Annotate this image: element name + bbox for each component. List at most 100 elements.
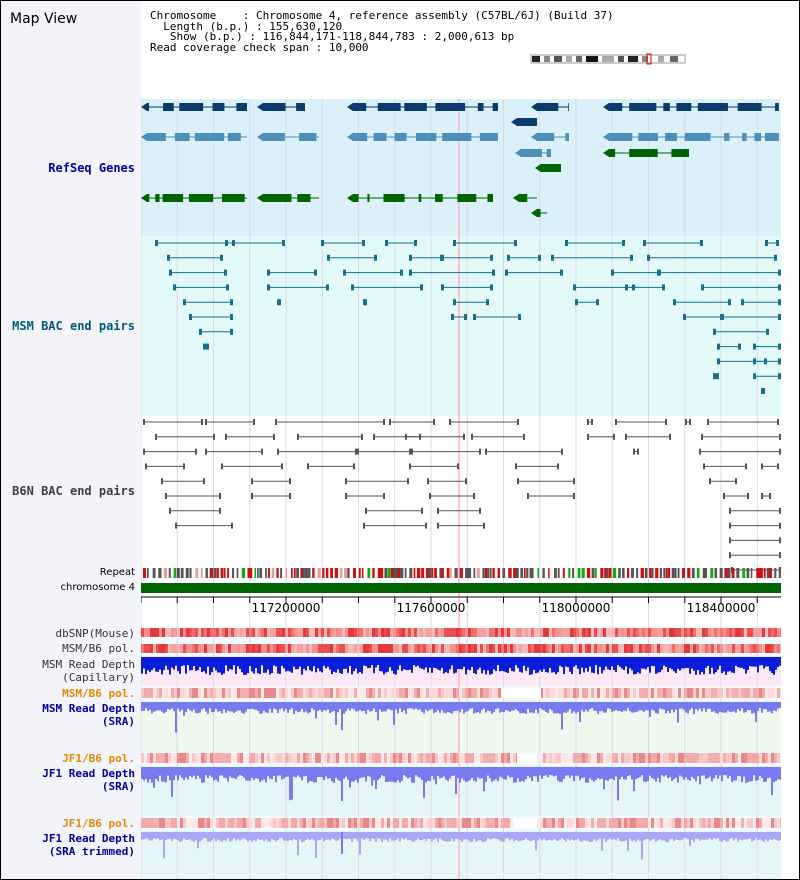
msm-bac-end: [596, 299, 599, 306]
dbsnp-band: [690, 628, 693, 637]
jf1-sra-depth-bar: [227, 767, 229, 782]
jf1-b6-pol-2-band: [369, 818, 372, 828]
jf1-sra-depth-bar: [417, 767, 419, 777]
jf1-trim-depth-bar: [309, 832, 311, 840]
b6n-bac-end: [729, 552, 731, 559]
msm-capillary-depth-bar: [371, 657, 373, 666]
msm-b6-pol-2-band: [165, 688, 168, 698]
jf1-sra-depth-bar: [249, 767, 251, 781]
jf1-b6-pol-2-band: [459, 818, 462, 828]
msm-capillary-depth-bar: [621, 657, 623, 669]
msm-sra-depth-bar: [693, 702, 695, 714]
msm-b6-pol-2-band: [255, 688, 258, 698]
jf1-trim-depth-bar: [163, 832, 165, 859]
msm-b6-pol-band: [507, 644, 510, 653]
jf1-b6-pol-band: [606, 753, 609, 763]
msm-sra-depth-bar: [153, 702, 155, 712]
msm-b6-pol-2-band: [420, 688, 423, 698]
msm-sra-depth-bar: [175, 702, 177, 733]
dbsnp-band: [582, 628, 585, 637]
jf1-b6-pol-2-band: [462, 818, 465, 828]
jf1-b6-pol-band: [141, 753, 144, 763]
jf1-trim-depth-bar: [681, 832, 683, 840]
jf1-trim-depth-bar: [261, 832, 263, 840]
jf1-trim-depth-bar: [717, 832, 719, 839]
msm-capillary-depth-bar: [547, 657, 549, 673]
track-label-b6n-bac: B6N BAC end pairs: [12, 484, 135, 498]
jf1-trim-depth-bar: [187, 832, 189, 840]
jf1-b6-pol-band: [651, 753, 654, 763]
msm-b6-pol-band: [753, 644, 756, 653]
b6n-bac-end: [407, 478, 409, 485]
msm-b6-pol-band: [549, 644, 552, 653]
jf1-trim-depth-bar: [465, 832, 467, 839]
msm-capillary-depth-bar: [199, 657, 201, 668]
msm-capillary-depth-bar: [607, 657, 609, 670]
msm-capillary-depth-bar: [609, 657, 611, 671]
jf1-sra-depth-bar: [363, 767, 365, 778]
dbsnp-band: [537, 628, 540, 637]
jf1-sra-depth-bar: [521, 767, 523, 781]
jf1-b6-pol-band: [192, 753, 195, 763]
msm-b6-pol-band: [207, 644, 210, 653]
msm-sra-depth-bar: [637, 702, 639, 712]
msm-b6-pol-2-band: [387, 688, 390, 698]
gap-band: [517, 753, 537, 763]
msm-capillary-depth-bar: [707, 657, 709, 666]
msm-b6-pol-band: [204, 644, 207, 653]
repeat-mark: [421, 568, 425, 578]
jf1-sra-depth-bar: [543, 767, 545, 776]
tracks-panel[interactable]: [141, 1, 781, 880]
jf1-trim-depth-bar: [571, 832, 573, 840]
jf1-b6-pol-band: [693, 753, 696, 763]
jf1-b6-pol-2-band: [552, 818, 555, 828]
msm-capillary-depth-bar: [711, 657, 713, 668]
msm-capillary-depth-bar: [159, 657, 161, 670]
dbsnp-band: [318, 628, 321, 637]
jf1-trim-depth-bar: [197, 832, 199, 849]
jf1-sra-depth-bar: [551, 767, 553, 776]
msm-bac-end: [673, 299, 676, 306]
msm-sra-depth-bar: [721, 702, 723, 713]
jf1-sra-depth-bar: [221, 767, 223, 776]
dbsnp-band: [687, 628, 690, 637]
msm-sra-depth-bar: [323, 702, 325, 711]
msm-b6-pol-2-band: [366, 688, 369, 698]
jf1-trim-depth-bar: [413, 832, 415, 842]
repeat-mark: [581, 568, 585, 578]
msm-capillary-depth-bar: [735, 657, 737, 666]
msm-sra-depth-bar: [501, 702, 503, 712]
msm-sra-depth-bar: [451, 702, 453, 714]
msm-capillary-depth-bar: [641, 657, 643, 669]
refseq-gene-exon: [546, 149, 551, 157]
jf1-trim-depth-bar: [765, 832, 767, 840]
msm-sra-depth-bar: [529, 702, 531, 713]
chromosome-value: : Chromosome 4, reference assembly (C57B…: [242, 9, 614, 22]
msm-sra-depth-bar: [385, 702, 387, 712]
msm-sra-depth-bar: [355, 702, 357, 712]
jf1-trim-depth-bar: [553, 832, 555, 840]
jf1-trim-depth-bar: [303, 832, 305, 842]
msm-sra-depth-bar: [273, 702, 275, 709]
repeat-mark: [750, 568, 753, 578]
jf1-sra-depth-bar: [409, 767, 411, 778]
jf1-sra-depth-bar: [403, 767, 405, 776]
jf1-sra-depth-bar: [733, 767, 735, 781]
msm-sra-depth-bar: [207, 702, 209, 714]
msm-b6-pol-2-band: [642, 688, 645, 698]
msm-sra-depth-bar: [141, 702, 143, 711]
msm-capillary-depth-bar: [617, 657, 619, 666]
msm-b6-pol-2-band: [447, 688, 450, 698]
dbsnp-band: [777, 628, 780, 637]
msm-capillary-depth-bar: [421, 657, 423, 669]
jf1-sra-depth-bar: [213, 767, 215, 781]
dbsnp-band: [207, 628, 210, 637]
chromosome-ideogram[interactable]: [530, 53, 686, 65]
jf1-b6-pol-band: [663, 753, 666, 763]
dbsnp-band: [363, 628, 366, 637]
jf1-trim-depth-bar: [397, 832, 399, 839]
jf1-b6-pol-2-band: [615, 818, 618, 828]
genome-tracks[interactable]: [141, 1, 781, 880]
msm-sra-depth-bar: [291, 702, 293, 709]
msm-capillary-depth-bar: [653, 657, 655, 667]
